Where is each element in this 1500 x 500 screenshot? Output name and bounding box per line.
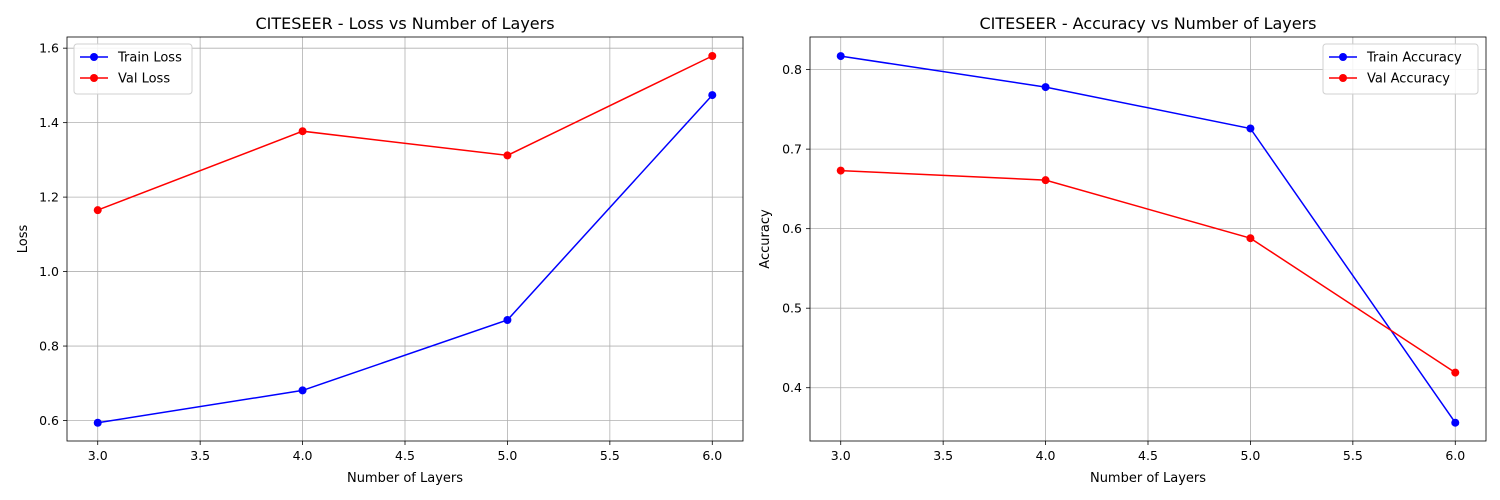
y-tick-label: 0.7 bbox=[782, 142, 802, 157]
y-tick-label: 0.4 bbox=[782, 380, 802, 395]
data-point bbox=[1041, 176, 1050, 185]
x-tick-label: 4.0 bbox=[293, 448, 313, 463]
x-tick-label: 4.0 bbox=[1036, 448, 1056, 463]
series-line bbox=[840, 169, 1456, 374]
chart-title: CITESEER - Accuracy vs Number of Layers bbox=[979, 14, 1316, 33]
data-point bbox=[1246, 234, 1255, 243]
x-axis-label: Number of Layers bbox=[1090, 471, 1206, 486]
data-point bbox=[708, 91, 717, 100]
y-axis-label: Loss bbox=[16, 225, 31, 254]
x-tick-label: 5.0 bbox=[1240, 448, 1260, 463]
y-tick-label: 0.6 bbox=[782, 221, 802, 236]
y-tick-label: 1.0 bbox=[39, 264, 59, 279]
x-tick-label: 4.5 bbox=[1138, 448, 1158, 463]
series-line bbox=[97, 94, 713, 424]
data-point bbox=[93, 418, 102, 427]
data-point bbox=[503, 151, 512, 160]
x-tick-label: 3.0 bbox=[831, 448, 851, 463]
x-tick-label: 3.5 bbox=[190, 448, 210, 463]
legend-label: Train Accuracy bbox=[1366, 51, 1462, 66]
series-line bbox=[97, 55, 713, 211]
x-tick-label: 6.0 bbox=[702, 448, 722, 463]
x-axis-label: Number of Layers bbox=[347, 471, 463, 486]
x-tick-label: 6.0 bbox=[1445, 448, 1465, 463]
legend-marker bbox=[1339, 74, 1347, 82]
y-axis-label: Accuracy bbox=[758, 209, 773, 269]
data-point bbox=[298, 386, 307, 395]
data-point bbox=[708, 51, 717, 60]
data-point bbox=[298, 127, 307, 136]
data-point bbox=[1041, 83, 1050, 92]
data-point bbox=[836, 52, 845, 61]
series-line bbox=[840, 55, 1456, 424]
plot-frame bbox=[66, 36, 744, 442]
x-tick-label: 5.0 bbox=[497, 448, 517, 463]
legend-box bbox=[1322, 43, 1479, 95]
legend-label: Val Loss bbox=[118, 72, 170, 87]
y-tick-label: 1.6 bbox=[39, 41, 59, 56]
data-point bbox=[836, 166, 845, 175]
x-tick-label: 3.5 bbox=[933, 448, 953, 463]
legend-label: Val Accuracy bbox=[1367, 72, 1450, 87]
data-point bbox=[1451, 368, 1460, 377]
y-tick-label: 0.6 bbox=[39, 413, 59, 428]
legend-marker bbox=[90, 74, 98, 82]
data-point bbox=[1246, 124, 1255, 133]
x-tick-label: 3.0 bbox=[88, 448, 108, 463]
y-tick-label: 0.5 bbox=[782, 301, 802, 316]
data-point bbox=[1451, 418, 1460, 427]
legend-label: Train Loss bbox=[117, 51, 182, 66]
y-tick-label: 0.8 bbox=[39, 339, 59, 354]
data-point bbox=[93, 206, 102, 215]
plot-frame bbox=[809, 36, 1487, 442]
x-tick-label: 4.5 bbox=[395, 448, 415, 463]
loss-chart: 3.0 3.5 4.0 4.5 5.0 5.5 6.0 0.6 0.8 1.0 1.2 1.4 1.6 C… bbox=[16, 14, 744, 486]
accuracy-chart: 3.0 3.5 4.0 4.5 5.0 5.5 6.0 0.4 0.5 0.6 0.7 0.8 CITE… bbox=[758, 14, 1487, 486]
y-tick-label: 0.8 bbox=[782, 62, 802, 77]
x-tick-label: 5.5 bbox=[600, 448, 620, 463]
y-tick-label: 1.4 bbox=[39, 115, 59, 130]
legend-marker bbox=[1339, 53, 1347, 61]
data-point bbox=[503, 315, 512, 324]
legend-marker bbox=[90, 53, 98, 61]
chart-title: CITESEER - Loss vs Number of Layers bbox=[255, 14, 554, 33]
x-tick-label: 5.5 bbox=[1343, 448, 1363, 463]
y-tick-label: 1.2 bbox=[39, 190, 59, 205]
